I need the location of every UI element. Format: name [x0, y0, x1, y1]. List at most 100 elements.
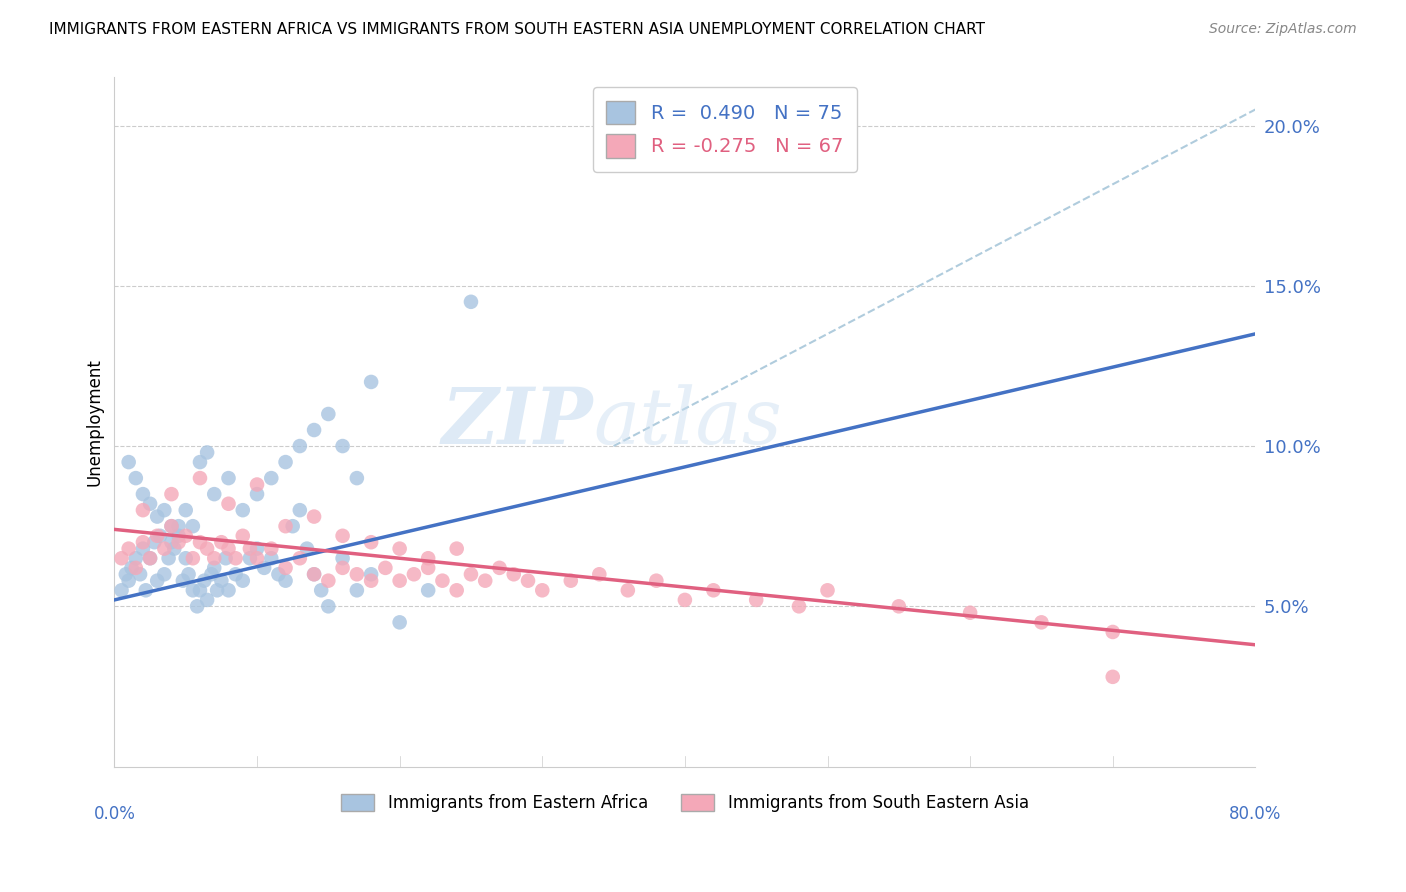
Point — [318, 574, 340, 588]
Point — [239, 551, 262, 566]
Point — [288, 551, 311, 566]
Point — [274, 561, 297, 575]
Point — [232, 574, 254, 588]
Point — [388, 615, 411, 630]
Point — [288, 439, 311, 453]
Point — [446, 541, 468, 556]
Point — [360, 574, 382, 588]
Point — [274, 574, 297, 588]
Point — [143, 535, 166, 549]
Point — [332, 529, 354, 543]
Point — [253, 561, 276, 575]
Point — [474, 574, 496, 588]
Point — [332, 561, 354, 575]
Point — [402, 567, 425, 582]
Point — [260, 471, 283, 485]
Point — [146, 574, 169, 588]
Point — [288, 503, 311, 517]
Point — [360, 535, 382, 549]
Point — [139, 497, 162, 511]
Point — [172, 574, 194, 588]
Point — [645, 574, 668, 588]
Point — [232, 503, 254, 517]
Point — [302, 423, 325, 437]
Point — [163, 541, 186, 556]
Point — [218, 497, 240, 511]
Point — [302, 567, 325, 582]
Point — [218, 471, 240, 485]
Point — [418, 583, 440, 598]
Point — [318, 407, 340, 421]
Point — [202, 561, 225, 575]
Point — [202, 551, 225, 566]
Point — [132, 541, 155, 556]
Point — [446, 583, 468, 598]
Text: atlas: atlas — [593, 384, 782, 460]
Point — [673, 593, 696, 607]
Point — [125, 551, 148, 566]
Point — [160, 519, 183, 533]
Point — [318, 599, 340, 614]
Point — [177, 567, 200, 582]
Point — [157, 551, 180, 566]
Point — [149, 529, 172, 543]
Point — [202, 487, 225, 501]
Point — [153, 567, 176, 582]
Point — [218, 583, 240, 598]
Point — [302, 567, 325, 582]
Point — [1101, 624, 1123, 639]
Text: 80.0%: 80.0% — [1229, 805, 1281, 823]
Point — [110, 583, 132, 598]
Point — [346, 583, 368, 598]
Point — [460, 567, 482, 582]
Point — [418, 551, 440, 566]
Point — [195, 541, 218, 556]
Point — [118, 455, 141, 469]
Point — [346, 567, 368, 582]
Point — [517, 574, 540, 588]
Point — [432, 574, 454, 588]
Point — [418, 561, 440, 575]
Point — [135, 583, 157, 598]
Point — [118, 574, 141, 588]
Point — [274, 519, 297, 533]
Point — [225, 551, 247, 566]
Point — [1101, 670, 1123, 684]
Point — [218, 541, 240, 556]
Point — [246, 477, 269, 491]
Text: IMMIGRANTS FROM EASTERN AFRICA VS IMMIGRANTS FROM SOUTH EASTERN ASIA UNEMPLOYMEN: IMMIGRANTS FROM EASTERN AFRICA VS IMMIGR… — [49, 22, 986, 37]
Point — [132, 487, 155, 501]
Point — [188, 455, 211, 469]
Point — [121, 561, 143, 575]
Point — [617, 583, 640, 598]
Point — [388, 541, 411, 556]
Point — [209, 574, 232, 588]
Point — [488, 561, 510, 575]
Point — [129, 567, 152, 582]
Point — [181, 551, 204, 566]
Point — [181, 519, 204, 533]
Point — [346, 471, 368, 485]
Point — [281, 519, 304, 533]
Point — [139, 551, 162, 566]
Point — [745, 593, 768, 607]
Point — [232, 529, 254, 543]
Point — [246, 541, 269, 556]
Point — [146, 509, 169, 524]
Point — [193, 574, 215, 588]
Point — [260, 551, 283, 566]
Point — [160, 535, 183, 549]
Point — [195, 593, 218, 607]
Point — [360, 375, 382, 389]
Point — [225, 567, 247, 582]
Point — [702, 583, 724, 598]
Point — [817, 583, 839, 598]
Point — [959, 606, 981, 620]
Point — [260, 541, 283, 556]
Point — [167, 519, 190, 533]
Point — [302, 509, 325, 524]
Point — [118, 541, 141, 556]
Point — [274, 455, 297, 469]
Point — [114, 567, 136, 582]
Point — [388, 574, 411, 588]
